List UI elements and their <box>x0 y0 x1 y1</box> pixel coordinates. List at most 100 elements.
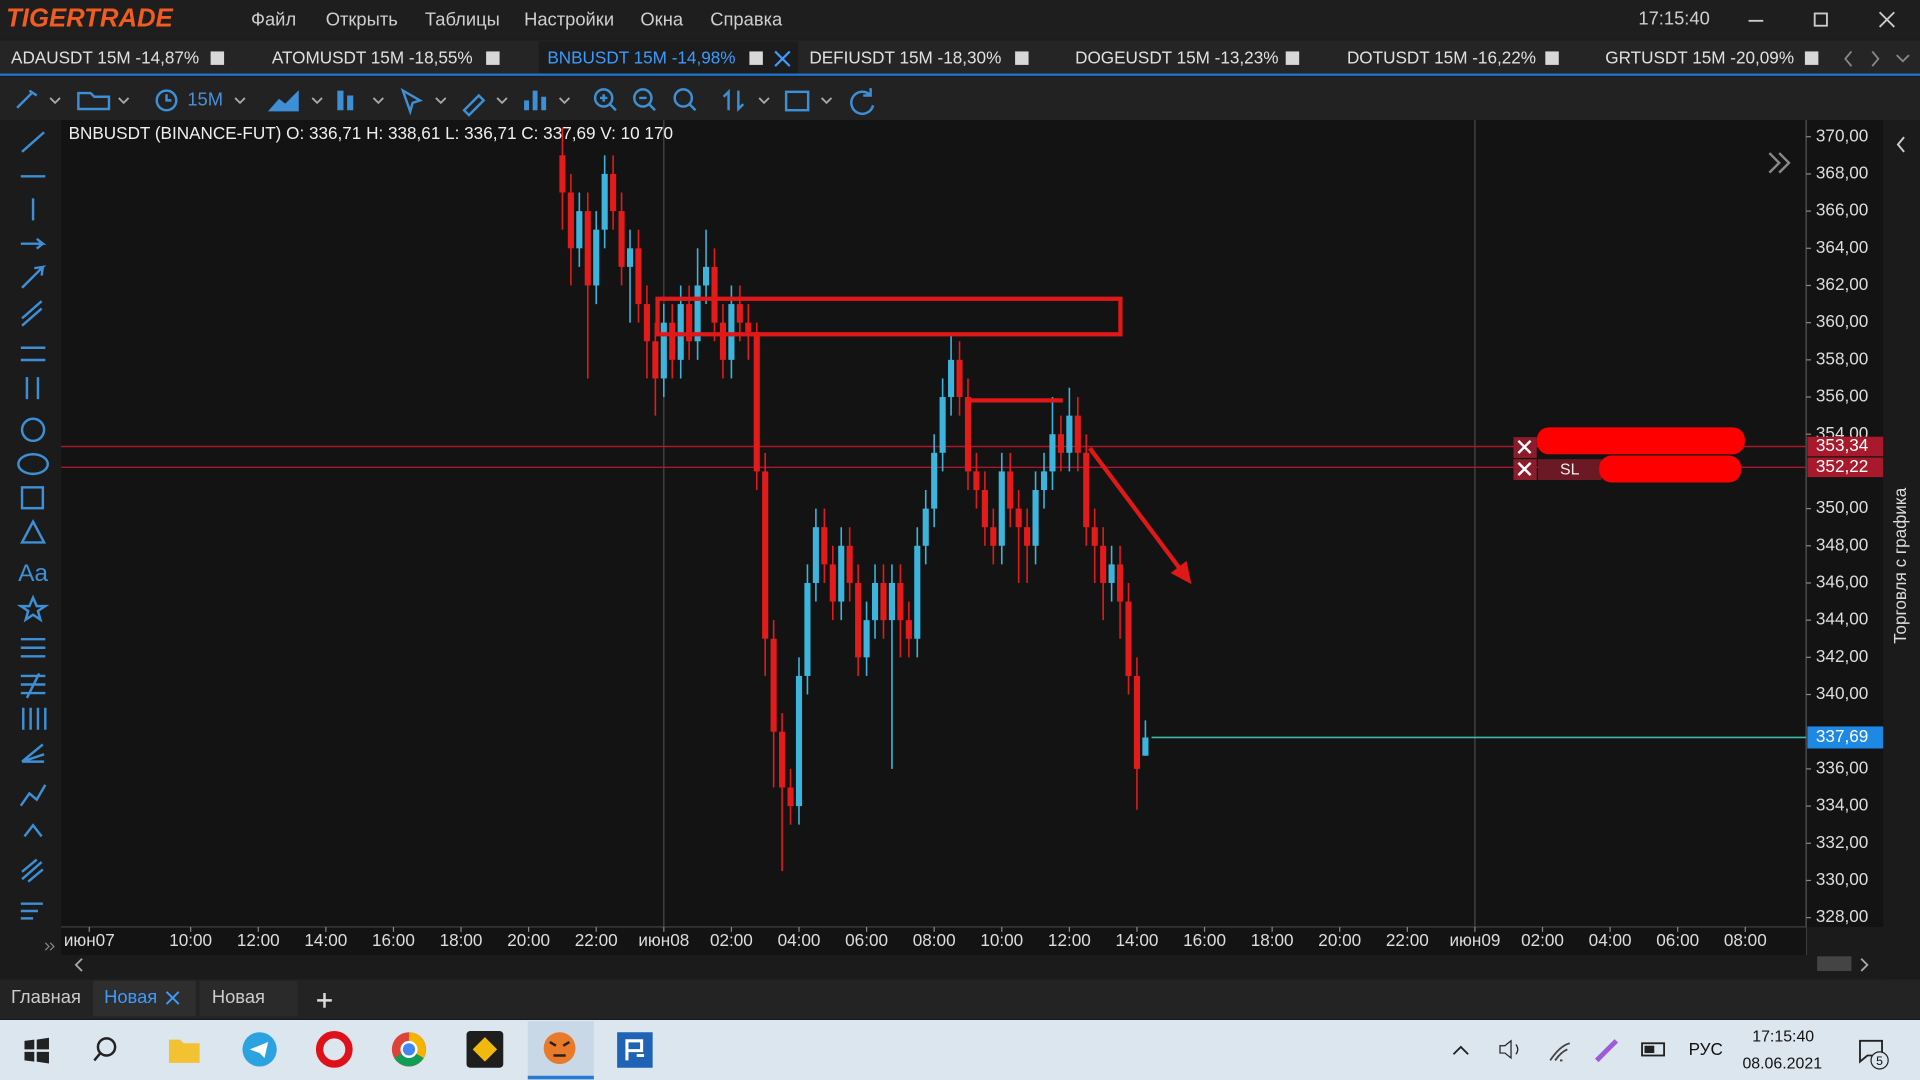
tool-cursor[interactable] <box>400 87 423 116</box>
menu-item[interactable]: Таблицы <box>425 9 500 30</box>
battery-icon[interactable] <box>1641 1042 1665 1057</box>
tool-volume[interactable] <box>524 90 547 111</box>
tool-channel[interactable] <box>21 300 43 327</box>
side-collapse[interactable] <box>1896 136 1905 153</box>
tool-polyline[interactable] <box>19 784 47 807</box>
chrome-center <box>400 1040 418 1058</box>
candle-body <box>736 304 743 323</box>
tool-parallel[interactable] <box>20 346 46 362</box>
menu-item[interactable]: Справка <box>710 9 783 30</box>
tool-list[interactable] <box>20 902 43 920</box>
tool-indicators[interactable] <box>337 90 354 111</box>
workspace-add[interactable] <box>317 993 332 1008</box>
tool-rect[interactable] <box>20 486 45 510</box>
menu-item[interactable]: Окна <box>640 9 683 30</box>
tool-text[interactable]: Aa <box>18 560 48 587</box>
tab[interactable]: DOGEUSDT 15M -13,23% <box>1075 47 1278 67</box>
x-tick-label: 16:00 <box>372 930 415 950</box>
tab[interactable]: GRTUSDT 15M -20,09% <box>1605 47 1794 67</box>
tool-zoom[interactable] <box>673 88 694 108</box>
scroll-thumb[interactable] <box>1817 956 1852 972</box>
candle-body <box>829 564 836 602</box>
tool-path[interactable] <box>23 823 43 838</box>
tool-fan[interactable] <box>21 743 45 763</box>
tool-timeframe[interactable] <box>155 89 178 112</box>
tool-ellipse[interactable] <box>17 453 49 476</box>
tab[interactable]: DEFIUSDT 15M -18,30% <box>809 47 1001 67</box>
candle-body <box>669 322 676 360</box>
tool-chart-type[interactable] <box>267 90 299 112</box>
x-tick-label: 06:00 <box>845 930 888 950</box>
order-cancel-icon <box>1517 439 1532 454</box>
volume-icon[interactable] <box>1499 1039 1519 1060</box>
candle-body <box>652 341 659 379</box>
tab-bar <box>0 40 1920 76</box>
tab[interactable]: ATOMUSDT 15M -18,55% <box>272 47 473 67</box>
tool-fib-channel[interactable] <box>20 672 46 699</box>
workspace-tab[interactable]: Главная <box>11 986 81 1007</box>
tool-draw[interactable] <box>462 93 486 117</box>
tab-close[interactable] <box>774 50 791 67</box>
workspace-tab-active[interactable]: Новая <box>104 986 157 1007</box>
x-tick-label: июн09 <box>1449 930 1500 950</box>
expand-button[interactable] <box>1768 152 1791 174</box>
arrow-line[interactable] <box>1088 446 1183 571</box>
tiger-icon[interactable] <box>543 1032 576 1065</box>
tool-settings[interactable] <box>16 89 38 109</box>
last-price-bg <box>1807 726 1884 749</box>
close-button[interactable] <box>1878 11 1895 28</box>
tab-active[interactable]: BNBUSDT 15M -14,98% <box>547 47 735 67</box>
telegram-glyph <box>249 1042 269 1058</box>
tool-calendar[interactable] <box>784 90 810 112</box>
y-tick-label: 344,00 <box>1816 609 1868 629</box>
candle-body <box>677 304 684 360</box>
tool-refresh[interactable] <box>850 88 875 115</box>
network-icon[interactable] <box>1549 1042 1571 1062</box>
menu-item[interactable]: Открыть <box>326 9 398 30</box>
tool-circle[interactable] <box>20 417 46 443</box>
tool-zoom-in[interactable] <box>593 88 614 108</box>
search-button[interactable] <box>96 1037 117 1057</box>
timeframe-label[interactable]: 15M <box>187 88 223 109</box>
candle-body <box>964 397 972 472</box>
tool-open[interactable] <box>77 91 111 111</box>
side-panel-label[interactable]: Торговля с графика <box>1890 487 1910 643</box>
menu-item[interactable]: Файл <box>251 9 296 30</box>
language[interactable]: РУС <box>1689 1039 1723 1059</box>
pen-icon[interactable] <box>1595 1039 1619 1063</box>
tool-fib-time[interactable] <box>22 707 47 730</box>
menu-item[interactable]: Настройки <box>524 9 614 30</box>
tool-line[interactable] <box>21 131 45 153</box>
taskbar-date[interactable]: 08.06.2021 <box>1742 1055 1822 1072</box>
taskbar-time[interactable]: 17:15:40 <box>1752 1028 1814 1045</box>
level-label-bg <box>1807 457 1884 478</box>
tool-fib[interactable] <box>20 637 46 658</box>
tool-ray[interactable] <box>20 237 47 250</box>
candle-body <box>567 192 574 249</box>
restore-button[interactable] <box>1813 12 1828 27</box>
tray-expand[interactable] <box>1452 1045 1469 1055</box>
start-button[interactable] <box>24 1037 49 1064</box>
level-label: 353,34 <box>1816 435 1869 455</box>
workspace-tab-close[interactable] <box>165 991 180 1005</box>
candle-body <box>1100 545 1107 583</box>
workspace-tab[interactable]: Новая <box>212 986 265 1007</box>
zone-rectangle[interactable] <box>655 296 1123 337</box>
tool-sort[interactable] <box>722 88 745 112</box>
x-tick-label: 18:00 <box>440 930 483 950</box>
candle-body <box>1074 415 1081 453</box>
tool-triangle[interactable] <box>20 519 47 544</box>
tool-arrow[interactable] <box>21 265 47 289</box>
y-tick-label: 368,00 <box>1816 162 1868 182</box>
tab-nav[interactable] <box>1844 50 1910 67</box>
tab[interactable]: ADAUSDT 15M -14,87% <box>11 47 199 67</box>
tool-hatch[interactable] <box>21 858 44 883</box>
tab[interactable]: DOTUSDT 15M -16,22% <box>1347 47 1536 67</box>
scroll-arrows[interactable] <box>74 958 1869 972</box>
tool-vparallel[interactable] <box>25 377 40 400</box>
tool-star[interactable] <box>16 594 50 623</box>
opera-icon[interactable] <box>315 1031 353 1068</box>
tool-zoom-out[interactable] <box>633 88 653 108</box>
explorer-icon[interactable] <box>168 1039 200 1063</box>
dropdown-arrows <box>49 97 833 105</box>
